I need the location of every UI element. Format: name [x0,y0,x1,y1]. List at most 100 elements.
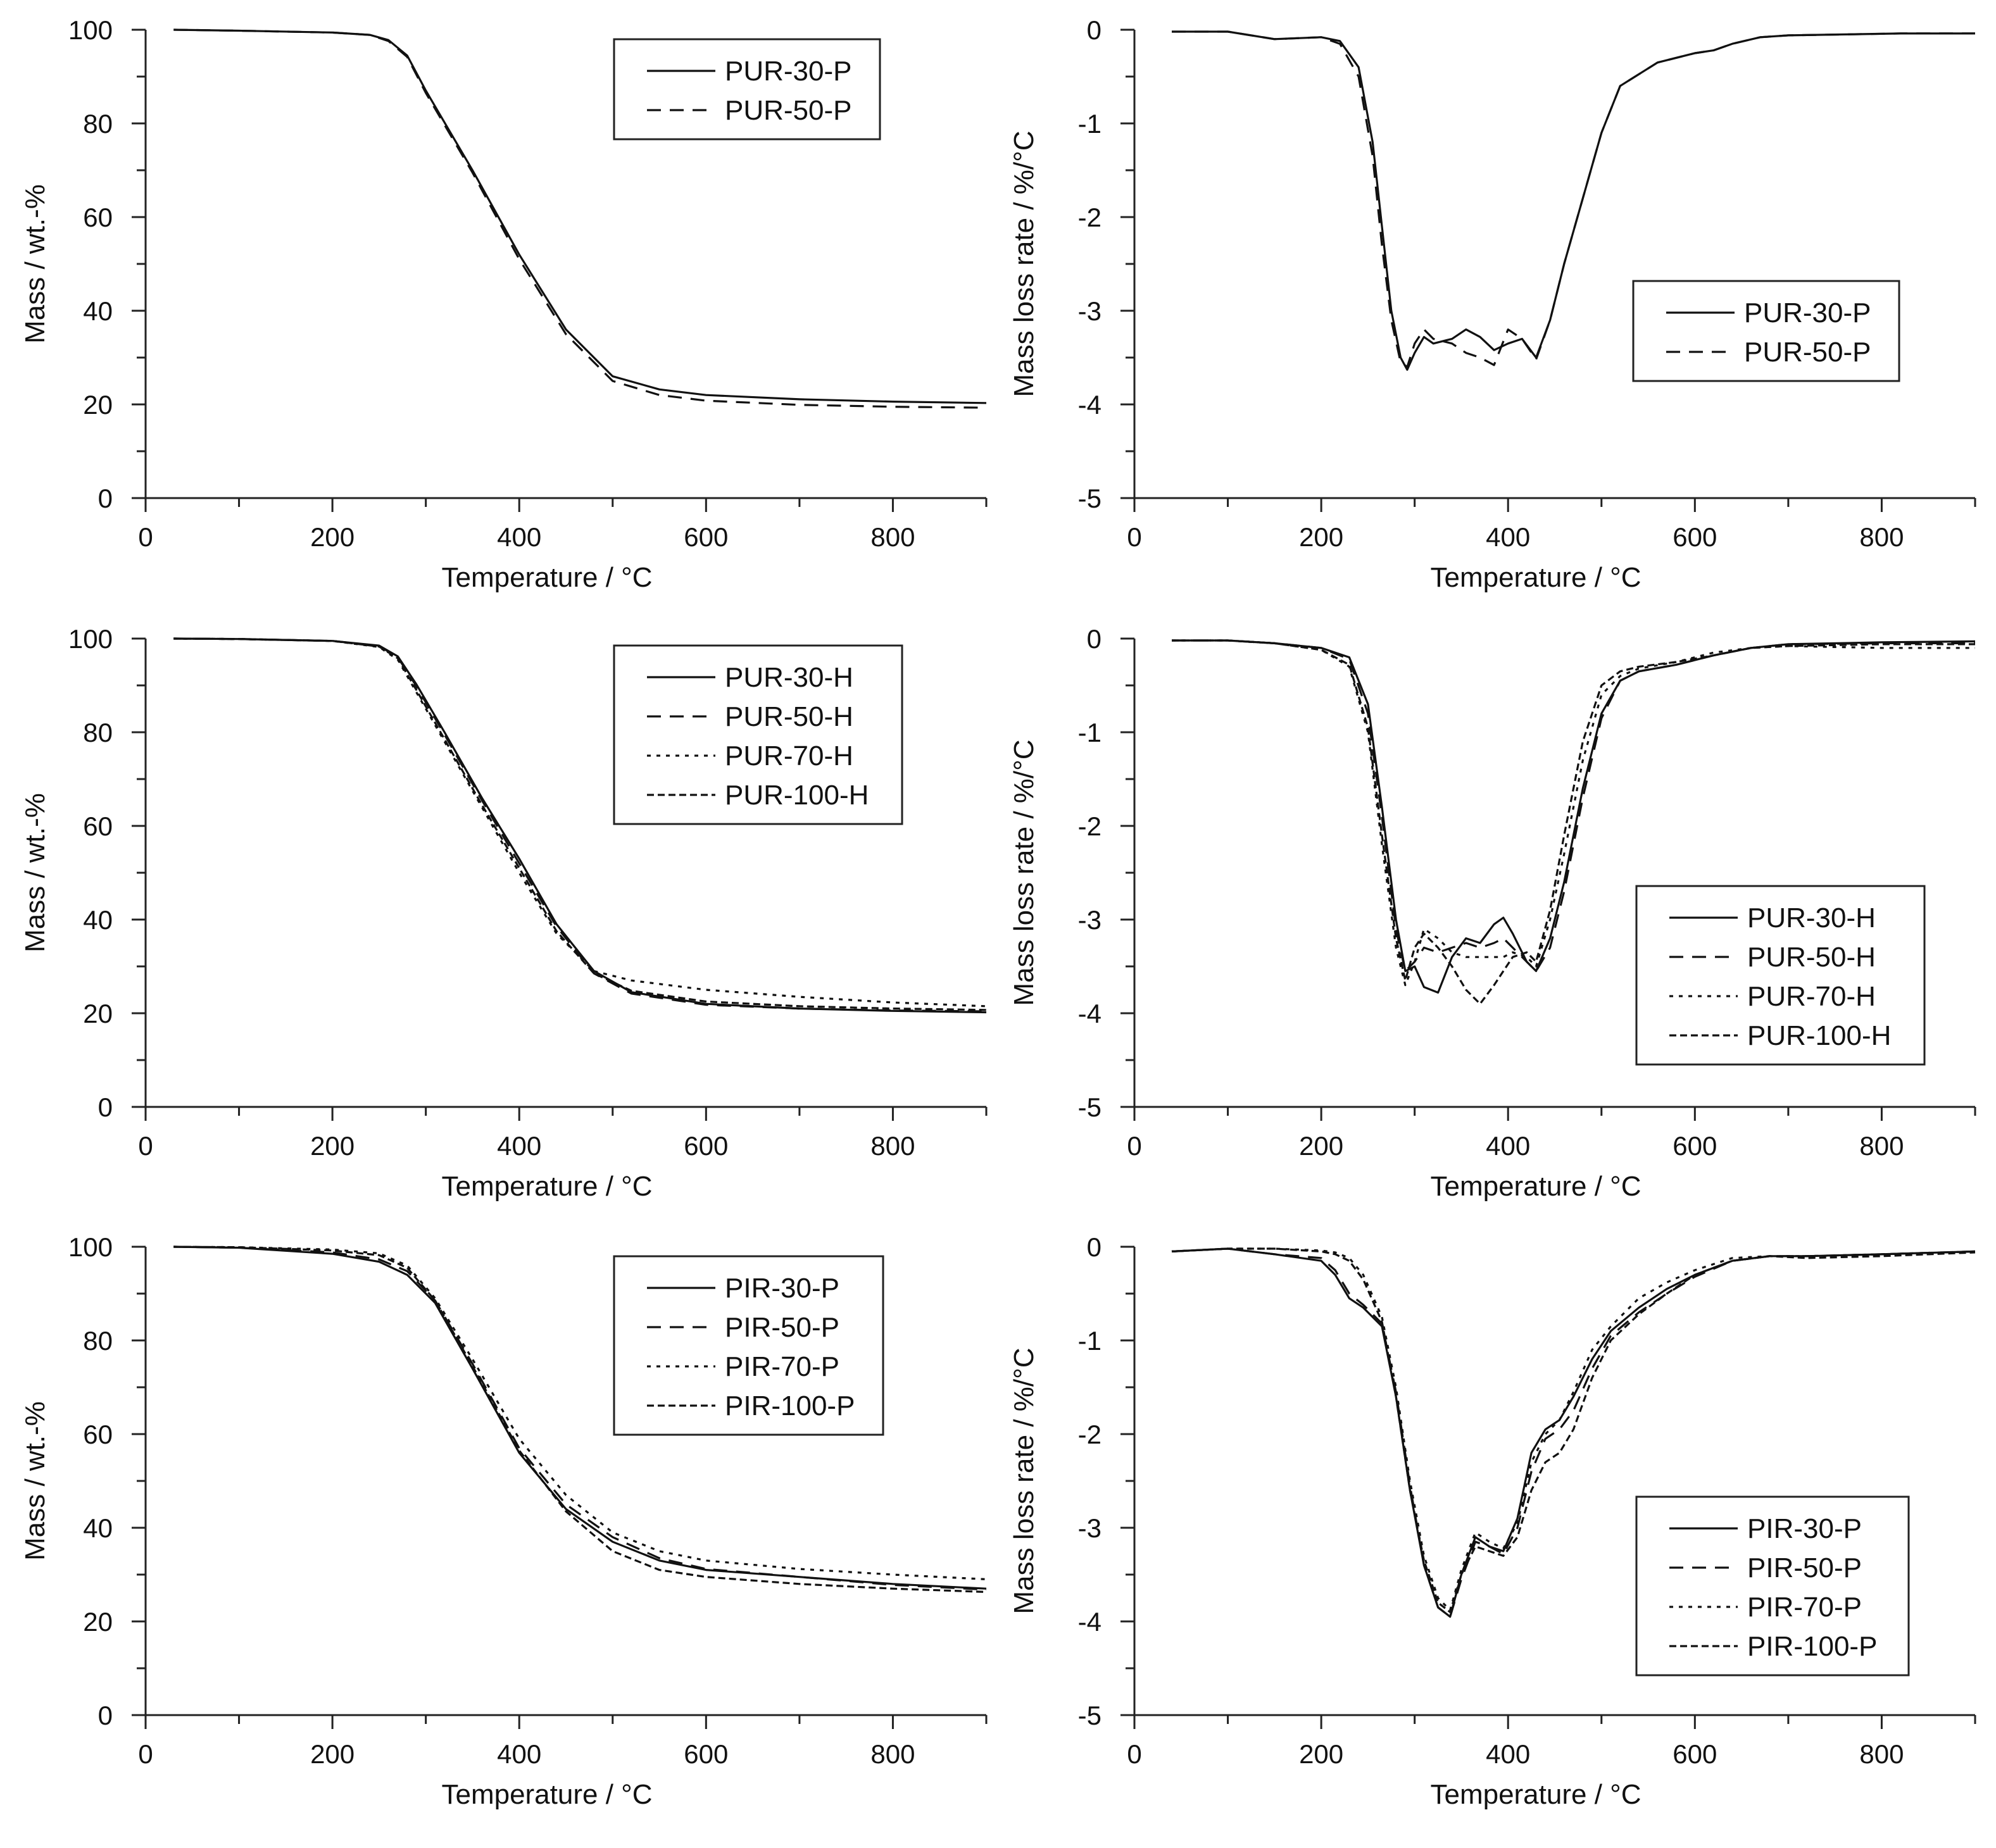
panel-dtg-pir-p: 0 200 400 600 800 -5 -4 -3 -2 -1 0 Temperature / °C… [1008,1232,1976,1810]
series-line-PUR-50-P [173,28,987,409]
x-tick-label: 600 [1673,1131,1717,1161]
legend-label: PUR-70-H [1747,981,1876,1012]
legend: PIR-30-P PIR-50-P PIR-70-P PIR-100-P [613,1255,884,1436]
y-tick-label: 40 [83,1513,113,1543]
y-tick-label: 20 [83,390,113,420]
y-tick-label: -1 [1078,109,1102,139]
panel-tga-pir-p: 0 200 400 600 800 0 20 40 60 80 100 Temperature / °… [20,1232,988,1810]
y-tick-label: 0 [98,1092,113,1122]
y-tick-label: -1 [1078,718,1102,747]
legend-box [1635,1495,1910,1676]
series-line-PUR-30-P [173,28,987,404]
y-tick-label: 80 [83,1326,113,1356]
panel-tga-pur-p: 0 200 400 600 800 0 20 40 60 80 100 Temperature / °… [20,15,988,593]
legend-box [1635,885,1926,1066]
y-tick-label: 100 [68,624,113,654]
legend-label: PUR-50-H [1747,942,1876,973]
legend-label: PIR-70-P [725,1351,839,1382]
series-line-PUR-50-H [173,637,987,1013]
y-tick-label: 20 [83,999,113,1028]
panel-dtg-pur-h: 0 200 400 600 800 -5 -4 -3 -2 -1 0 Temperature / °C… [1008,624,1976,1202]
x-tick-label: 200 [310,1131,355,1161]
y-tick-label: -5 [1078,484,1102,513]
series-line-PUR-100-H [1172,639,1975,1005]
x-tick-label: 200 [310,522,355,552]
x-tick-label: 0 [138,1739,153,1769]
x-tick-label: 600 [1673,1739,1717,1769]
x-tick-label: 0 [1127,1131,1141,1161]
legend-box [613,38,881,140]
y-tick-label: -2 [1078,203,1102,232]
legend-label: PUR-50-P [725,95,852,126]
series-line-PIR-50-P [1171,1247,1976,1618]
legend-label: PUR-30-P [725,56,852,87]
legend-label: PIR-100-P [725,1390,855,1421]
legend-box [1632,280,1900,382]
x-tick-label: 800 [870,1739,915,1769]
y-tick-label: -3 [1078,296,1102,326]
x-tick-label: 600 [1673,522,1717,552]
legend-label: PIR-70-P [1747,1592,1862,1623]
y-tick-label: -3 [1078,1513,1102,1543]
series-line-PUR-70-H [173,637,987,1008]
y-tick-label: 80 [83,718,113,747]
x-axis-label: Temperature / °C [1430,1779,1641,1810]
y-tick-label: 0 [98,1701,113,1730]
y-axis-label: Mass loss rate / %/°C [1008,130,1039,397]
x-tick-label: 0 [1127,1739,1141,1769]
x-tick-label: 400 [1486,1739,1530,1769]
x-axis-label: Temperature / °C [441,1779,652,1810]
legend: PUR-30-H PUR-50-H PUR-70-H PUR-100-H [1635,885,1926,1066]
legend-label: PUR-30-P [1744,297,1871,328]
x-tick-label: 800 [1859,1739,1904,1769]
y-tick-label: 40 [83,905,113,935]
y-axis-label: Mass / wt.-% [20,184,51,344]
y-tick-label: 20 [83,1607,113,1637]
x-tick-label: 0 [138,522,153,552]
legend-label: PUR-30-H [725,662,853,693]
panel-tga-pur-h: 0 200 400 600 800 0 20 40 60 80 100 Temperature / °… [20,624,988,1202]
x-tick-label: 800 [870,522,915,552]
legend: PIR-30-P PIR-50-P PIR-70-P PIR-100-P [1635,1495,1910,1676]
legend-label: PIR-50-P [1747,1552,1862,1583]
series-line-PIR-100-P [173,1246,987,1593]
x-tick-label: 800 [1859,1131,1904,1161]
y-tick-label: 60 [83,811,113,841]
x-tick-label: 600 [684,1131,728,1161]
y-tick-label: -5 [1078,1701,1102,1730]
y-axis-label: Mass / wt.-% [20,793,51,952]
y-tick-label: 60 [83,1420,113,1449]
y-tick-label: -2 [1078,1420,1102,1449]
legend-label: PIR-30-P [725,1273,839,1304]
series-line-PIR-50-P [173,1246,987,1591]
x-tick-label: 600 [684,1739,728,1769]
x-tick-label: 400 [1486,522,1530,552]
y-tick-label: 0 [1087,15,1102,45]
y-tick-label: -4 [1078,1607,1102,1637]
x-axis-label: Temperature / °C [441,1171,652,1202]
x-tick-label: 0 [1127,522,1141,552]
y-axis-label: Mass / wt.-% [20,1401,51,1561]
y-tick-label: 100 [68,1232,113,1262]
x-axis-label: Temperature / °C [1430,562,1641,593]
y-tick-label: 40 [83,296,113,326]
y-tick-label: 60 [83,203,113,232]
y-tick-label: 0 [1087,1232,1102,1262]
legend-label: PIR-30-P [1747,1513,1862,1544]
series-line-PUR-100-H [173,637,987,1011]
legend-label: PIR-100-P [1747,1631,1877,1662]
series-line-PIR-30-P [1171,1247,1976,1618]
y-axis-label: Mass loss rate / %/°C [1008,739,1039,1006]
legend-label: PUR-70-H [725,740,853,771]
x-tick-label: 800 [1859,522,1904,552]
panel-dtg-pur-p: 0 200 400 600 800 -5 -4 -3 -2 -1 0 Temperature / °C… [1008,15,1976,593]
x-tick-label: 400 [497,1739,541,1769]
y-tick-label: -4 [1078,390,1102,420]
legend: PUR-30-P PUR-50-P [1632,280,1900,382]
series-line-PIR-70-P [1171,1247,1976,1611]
legend-label: PUR-50-H [725,701,853,732]
x-tick-label: 0 [138,1131,153,1161]
x-tick-label: 200 [1299,1131,1343,1161]
legend-label: PUR-50-P [1744,337,1871,368]
series-line-PIR-70-P [173,1246,987,1580]
